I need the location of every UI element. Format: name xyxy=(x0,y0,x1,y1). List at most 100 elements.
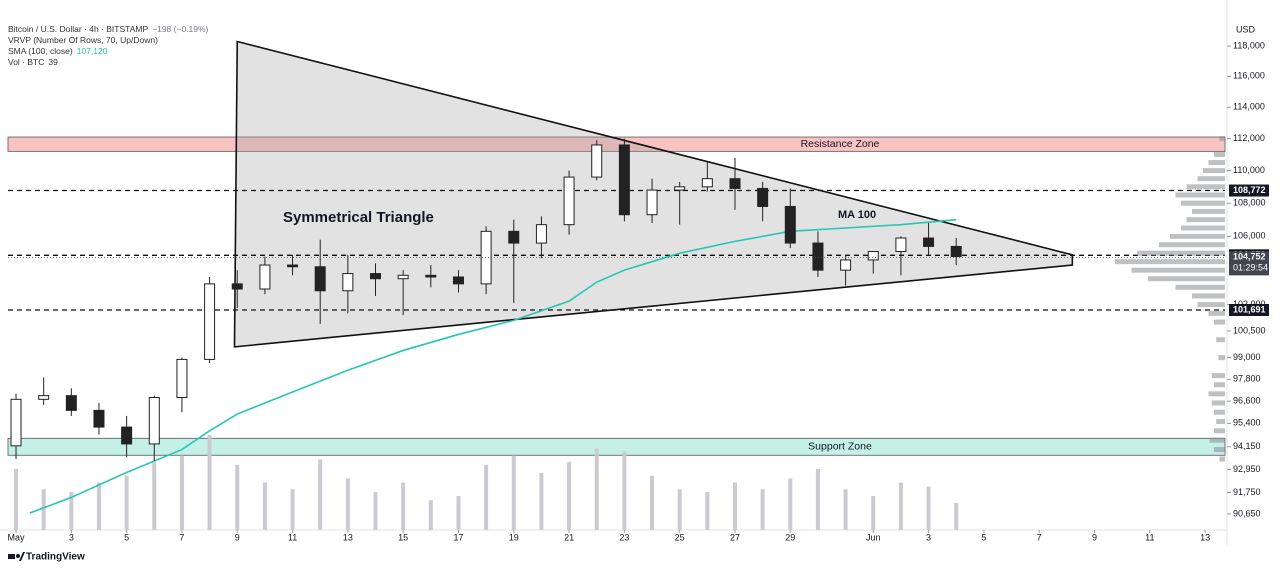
x-tick-label: 9 xyxy=(235,532,240,542)
volume-bar xyxy=(41,489,46,530)
volume-bar xyxy=(69,492,74,530)
volume-bar xyxy=(152,462,157,530)
candle-body xyxy=(65,395,77,411)
candle-body xyxy=(176,358,188,398)
volume-bar xyxy=(926,486,931,530)
candle-body xyxy=(38,395,50,400)
y-tick-label: 116,000 xyxy=(1233,71,1265,81)
volume-bar xyxy=(262,482,267,530)
profile-bar xyxy=(1209,437,1225,443)
x-tick-label: 13 xyxy=(343,532,353,542)
indicator-name: Vol · BTC xyxy=(8,57,44,67)
x-tick-label: 23 xyxy=(619,532,629,542)
profile-bar xyxy=(1216,337,1225,343)
candle-body xyxy=(701,178,713,188)
profile-bar xyxy=(1192,208,1225,214)
last-price-box xyxy=(1229,251,1269,276)
volume-bar xyxy=(732,482,737,530)
candle-body xyxy=(950,245,962,258)
candle-body xyxy=(10,398,22,447)
candle-body xyxy=(259,264,271,290)
y-tick-label: 102,000 xyxy=(1233,299,1266,309)
y-tick-label: 114,000 xyxy=(1233,102,1265,112)
x-tick-label: 5 xyxy=(124,532,129,542)
profile-bar xyxy=(1131,267,1225,273)
profile-bar xyxy=(1214,152,1225,158)
volume-bar xyxy=(207,435,212,530)
volume-bar xyxy=(179,455,184,530)
sma-label: MA 100 xyxy=(838,209,876,221)
level-label: 108,772 xyxy=(1233,185,1266,195)
candle-body xyxy=(397,274,409,280)
volume-bar xyxy=(124,475,129,530)
volume-bar xyxy=(428,500,433,530)
profile-bar xyxy=(1218,355,1225,361)
profile-bar xyxy=(1219,136,1225,142)
x-tick-label: 15 xyxy=(398,532,408,542)
profile-bar xyxy=(1211,400,1225,406)
profile-bar xyxy=(1214,409,1225,415)
volume-bar xyxy=(788,478,793,530)
volume-bar xyxy=(373,492,378,530)
candle-body xyxy=(287,264,299,268)
indicator-value: 39 xyxy=(48,57,58,67)
legend-change: −198 (−0.19%) xyxy=(152,24,208,34)
volume-bar xyxy=(898,482,903,530)
profile-bar xyxy=(1197,302,1225,308)
candle-body xyxy=(895,237,907,252)
profile-bar xyxy=(1203,168,1225,174)
profile-bar xyxy=(1214,447,1225,453)
legend-title: Bitcoin / U.S. Dollar · 4h · BITSTAMP −19… xyxy=(8,24,209,34)
x-tick-label: 3 xyxy=(926,532,931,542)
profile-bar xyxy=(1175,192,1225,198)
y-tick-label: 94,150 xyxy=(1233,441,1261,451)
zone-label: Resistance Zone xyxy=(801,138,880,150)
profile-bar xyxy=(1170,233,1225,239)
profile-bar xyxy=(1208,160,1225,166)
volume-bar xyxy=(345,478,350,530)
profile-bar xyxy=(1216,418,1225,424)
candle-body xyxy=(231,283,243,290)
profile-bar xyxy=(1181,225,1225,231)
profile-bar xyxy=(1159,242,1225,248)
countdown: 01:29:54 xyxy=(1233,263,1268,273)
volume-bar xyxy=(539,473,544,530)
zone xyxy=(7,136,1226,152)
indicator-value: 107,120 xyxy=(77,46,108,56)
currency: USD xyxy=(1236,24,1256,34)
volume-bar xyxy=(815,468,820,530)
branding: TradingView xyxy=(26,552,85,563)
candle-body xyxy=(508,230,520,244)
volume-bar xyxy=(677,489,682,530)
y-tick-label: 99,000 xyxy=(1233,352,1261,362)
y-tick-label: 95,400 xyxy=(1233,418,1261,428)
candle-body xyxy=(812,242,824,271)
candle-body xyxy=(121,426,133,445)
candle-body xyxy=(646,189,658,216)
zone-label: Support Zone xyxy=(808,441,872,453)
x-tick-label: 11 xyxy=(1145,532,1154,542)
volume-bar xyxy=(96,482,101,530)
legend-symbol: Bitcoin / U.S. Dollar · 4h · BITSTAMP xyxy=(8,24,148,34)
x-tick-label: 11 xyxy=(288,532,297,542)
y-tick-label: 91,750 xyxy=(1233,487,1261,497)
level-label-box xyxy=(1229,304,1269,317)
y-tick-label: 92,950 xyxy=(1233,464,1261,474)
y-tick-label: 118,000 xyxy=(1233,40,1265,50)
volume-bar xyxy=(318,459,323,530)
volume-bar xyxy=(290,489,295,530)
x-tick-label: 29 xyxy=(785,532,795,542)
candle-body xyxy=(204,283,216,360)
sma-line xyxy=(29,218,957,514)
profile-bar xyxy=(1214,382,1225,388)
profile-bar xyxy=(1197,176,1225,182)
x-tick-label: 5 xyxy=(981,532,986,542)
x-tick-label: 19 xyxy=(509,532,519,542)
candle-body xyxy=(342,273,354,292)
level-label: 101,691 xyxy=(1233,304,1266,314)
volume-bar xyxy=(235,464,240,530)
volume-bar xyxy=(650,475,655,530)
x-tick-label: 21 xyxy=(564,532,574,542)
